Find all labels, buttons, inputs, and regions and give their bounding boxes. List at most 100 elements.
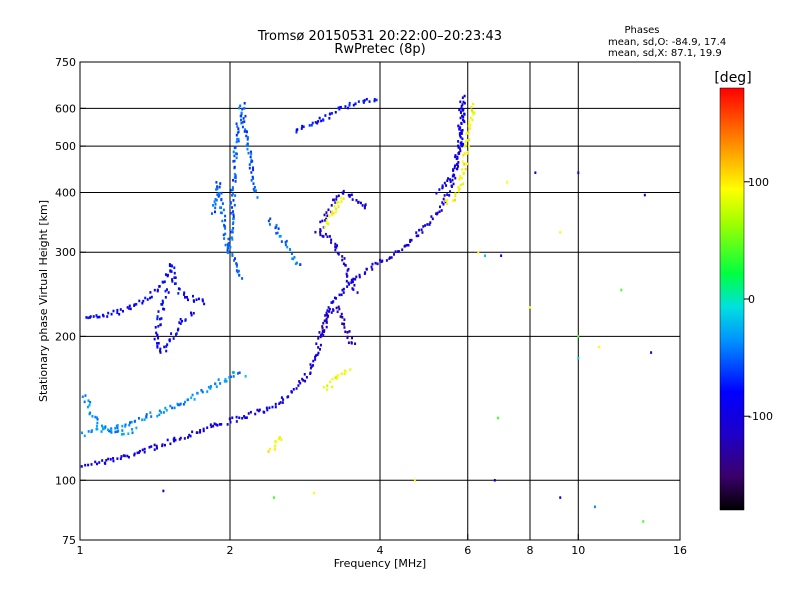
data-point xyxy=(458,151,461,155)
data-point xyxy=(269,217,272,221)
data-point xyxy=(298,380,301,383)
data-point xyxy=(354,102,357,106)
data-point xyxy=(468,120,471,124)
data-point xyxy=(249,410,252,414)
data-point xyxy=(452,173,455,177)
colorbar xyxy=(719,87,745,511)
data-point xyxy=(343,318,346,321)
data-point xyxy=(266,408,269,412)
data-point xyxy=(314,230,317,234)
data-point xyxy=(237,127,240,130)
data-point xyxy=(138,449,141,453)
data-point xyxy=(279,401,282,404)
data-point xyxy=(240,111,243,115)
data-point xyxy=(239,104,242,108)
data-point xyxy=(102,427,105,430)
data-point xyxy=(243,130,246,133)
data-point xyxy=(318,331,321,334)
data-point xyxy=(280,240,283,243)
data-point xyxy=(206,426,209,430)
data-point xyxy=(310,365,313,368)
data-point xyxy=(454,176,457,180)
data-point xyxy=(156,315,159,318)
data-point xyxy=(96,315,99,319)
data-point xyxy=(232,150,235,154)
data-point xyxy=(459,116,462,120)
data-point xyxy=(394,250,397,253)
data-point xyxy=(177,292,180,295)
data-point xyxy=(466,162,469,166)
data-point xyxy=(184,318,187,321)
data-point xyxy=(233,176,236,179)
data-point xyxy=(158,317,161,321)
data-point xyxy=(397,250,400,253)
data-point xyxy=(107,311,110,315)
data-point xyxy=(325,321,328,324)
data-point xyxy=(256,408,259,412)
data-point xyxy=(450,184,453,188)
data-point xyxy=(409,238,412,242)
data-point xyxy=(407,243,410,247)
data-point xyxy=(361,204,364,207)
data-point xyxy=(334,110,337,114)
data-point xyxy=(182,293,185,296)
data-point xyxy=(95,427,98,431)
data-point xyxy=(339,315,342,318)
data-point xyxy=(324,114,327,117)
data-point xyxy=(128,304,131,308)
data-point xyxy=(231,253,234,256)
data-point xyxy=(141,301,144,305)
data-point xyxy=(351,280,354,283)
data-point xyxy=(282,398,285,401)
data-point xyxy=(95,462,98,466)
data-point xyxy=(159,347,162,351)
data-point xyxy=(231,254,234,257)
data-point xyxy=(459,135,462,139)
data-point xyxy=(241,125,244,129)
data-point xyxy=(143,418,146,421)
data-point xyxy=(110,428,113,432)
data-point xyxy=(373,99,376,103)
data-point xyxy=(341,258,344,262)
data-point xyxy=(440,209,443,212)
data-point xyxy=(281,401,284,404)
data-point xyxy=(235,263,238,266)
data-point xyxy=(378,258,381,262)
data-point xyxy=(295,387,298,390)
data-point xyxy=(224,214,227,218)
data-point xyxy=(319,229,322,233)
data-point xyxy=(267,450,270,453)
data-point xyxy=(317,351,320,355)
data-point xyxy=(214,197,217,201)
data-point xyxy=(216,424,219,427)
data-point xyxy=(456,162,459,166)
data-point xyxy=(197,297,200,301)
data-point xyxy=(237,137,240,141)
data-point xyxy=(265,406,268,410)
data-point xyxy=(323,225,326,229)
data-point xyxy=(163,345,166,349)
data-point xyxy=(215,423,218,426)
x-axis-label: Frequency [MHz] xyxy=(334,557,426,570)
data-point xyxy=(642,520,645,523)
data-point xyxy=(159,323,162,327)
data-point xyxy=(178,438,181,441)
data-point xyxy=(230,375,233,379)
data-point xyxy=(120,433,123,436)
data-point xyxy=(80,465,83,468)
data-point xyxy=(356,291,359,294)
data-point xyxy=(337,252,340,256)
data-point xyxy=(235,122,238,126)
data-point xyxy=(162,411,165,414)
data-point xyxy=(191,294,194,298)
data-point xyxy=(463,101,466,105)
data-point xyxy=(328,310,331,313)
data-point xyxy=(577,356,580,360)
data-point xyxy=(120,455,123,458)
data-point xyxy=(422,225,425,228)
data-point xyxy=(84,463,87,467)
colorbar-ticks: 100 0 -100 xyxy=(744,176,773,423)
data-point xyxy=(238,371,241,375)
data-point xyxy=(233,259,236,262)
data-point xyxy=(168,338,171,341)
